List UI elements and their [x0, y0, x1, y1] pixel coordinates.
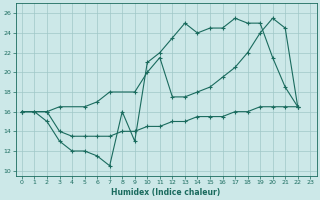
- X-axis label: Humidex (Indice chaleur): Humidex (Indice chaleur): [111, 188, 221, 197]
